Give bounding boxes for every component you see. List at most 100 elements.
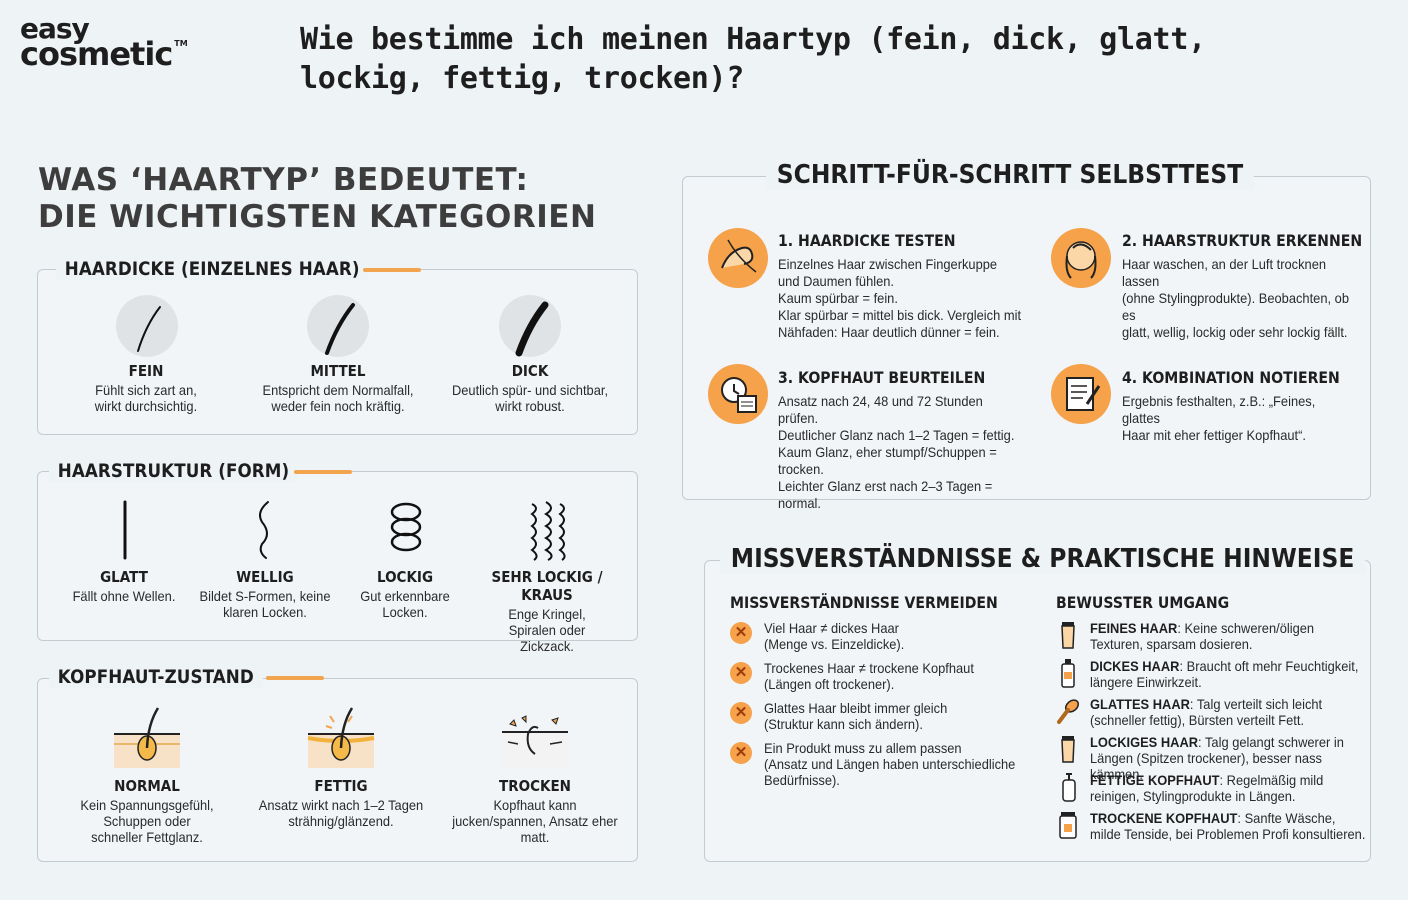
haarstruktur-item: SEHR LOCKIG / KRAUS Enge Kringel, Spiral… bbox=[462, 568, 632, 654]
hinweise-title: MISSVERSTÄNDNISSE & PRAKTISCHE HINWEISE bbox=[720, 544, 1366, 574]
misconception-item: ✕ Ein Produkt muss zu allem passen (Ansa… bbox=[730, 740, 1030, 792]
hair-straight-icon bbox=[123, 500, 127, 560]
main-heading-line1: WAS ‘HAARTYP’ BEDEUTET: bbox=[38, 162, 529, 198]
haardicke-title: HAARDICKE (EINZELNES HAAR) bbox=[56, 258, 369, 280]
haardicke-label: FEIN bbox=[128, 362, 164, 380]
kopfhaut-desc: Kopfhaut kann jucken/spannen, Ansatz ehe… bbox=[452, 797, 618, 845]
step-text: Ergebnis festhalten, z.B.: „Feines, glat… bbox=[1122, 393, 1316, 443]
hair-medium-icon bbox=[307, 295, 369, 357]
haarstruktur-title: HAARSTRUKTUR (FORM) bbox=[49, 460, 298, 482]
haarstruktur-accent bbox=[294, 470, 352, 474]
cross-icon: ✕ bbox=[730, 702, 752, 724]
tip-body: : Talg verteilt sich leicht (schneller f… bbox=[1090, 696, 1323, 728]
tip-text: LOCKIGES HAAR: Talg gelangt schwerer in … bbox=[1090, 734, 1366, 782]
brush-icon bbox=[1057, 699, 1080, 724]
selbsttest-box bbox=[682, 176, 1371, 500]
tip-body: : Sanfte Wäsche, milde Tenside, bei Prob… bbox=[1090, 810, 1366, 842]
haarstruktur-desc: Gut erkennbare Locken. bbox=[360, 588, 450, 620]
tip-text: TROCKENE KOPFHAUT: Sanfte Wäsche, milde … bbox=[1090, 810, 1366, 842]
bottle-icon bbox=[1061, 659, 1075, 688]
kopfhaut-item: FETTIG Ansatz wirkt nach 1–2 Tagen sträh… bbox=[251, 777, 431, 829]
tip-body: : Keine schweren/öligen Texturen, sparsa… bbox=[1090, 620, 1315, 652]
tube-icon bbox=[1061, 736, 1075, 763]
step-title: 2. HAARSTRUKTUR ERKENNEN bbox=[1122, 231, 1363, 250]
tube-icon bbox=[1061, 622, 1075, 649]
misconception-text: Glattes Haar bleibt immer gleich (Strukt… bbox=[764, 700, 948, 732]
tip-body: : Regelmäßig mild reinigen, Stylingprodu… bbox=[1090, 772, 1324, 804]
haardicke-desc: Deutlich spür- und sichtbar, wirkt robus… bbox=[451, 382, 609, 414]
hair-kinky-icon bbox=[530, 501, 566, 561]
haardicke-item: MITTEL Entspricht dem Normalfall, weder … bbox=[248, 362, 428, 414]
cross-icon: ✕ bbox=[730, 622, 752, 644]
missverstaendnisse-title: MISSVERSTÄNDNISSE VERMEIDEN bbox=[730, 593, 998, 612]
haarstruktur-box bbox=[37, 471, 638, 641]
misconception-text: Ein Produkt muss zu allem passen (Ansatz… bbox=[764, 740, 1016, 788]
finger-test-icon bbox=[708, 228, 768, 288]
brand-line1: easy bbox=[20, 12, 90, 45]
brand-tm: TM bbox=[174, 38, 188, 48]
tip-bold: GLATTES HAAR bbox=[1090, 696, 1190, 712]
scalp-normal-icon bbox=[114, 707, 180, 768]
main-heading: WAS ‘HAARTYP’ BEDEUTET: DIE WICHTIGSTEN … bbox=[38, 162, 638, 236]
kopfhaut-title: KOPFHAUT-ZUSTAND bbox=[49, 666, 263, 688]
jar-icon bbox=[1059, 812, 1077, 839]
tip-bold: FEINES HAAR bbox=[1090, 620, 1178, 636]
misconception-text: Trockenes Haar ≠ trockene Kopfhaut (Läng… bbox=[764, 660, 974, 692]
tip-text: GLATTES HAAR: Talg verteilt sich leicht … bbox=[1090, 696, 1366, 728]
hair-structure-icon bbox=[1051, 228, 1111, 288]
tip-text: FEINES HAAR: Keine schweren/öligen Textu… bbox=[1090, 620, 1366, 652]
selbsttest-title: SCHRITT-FÜR-SCHRITT SELBSTTEST bbox=[766, 160, 1255, 190]
haarstruktur-desc: Enge Kringel, Spiralen oder Zickzack. bbox=[508, 606, 586, 654]
step-text: Ansatz nach 24, 48 und 72 Stunden prüfen… bbox=[778, 393, 1015, 511]
kopfhaut-box bbox=[37, 678, 638, 862]
clock-calendar-icon bbox=[708, 364, 768, 424]
kopfhaut-desc: Ansatz wirkt nach 1–2 Tagen strähnig/glä… bbox=[258, 797, 424, 829]
haarstruktur-desc: Fällt ohne Wellen. bbox=[72, 588, 176, 604]
haarstruktur-label: WELLIG bbox=[236, 568, 294, 586]
kopfhaut-accent bbox=[266, 676, 324, 680]
brand-line2-text: cosmetic bbox=[20, 34, 173, 73]
haardicke-desc: Entspricht dem Normalfall, weder fein no… bbox=[262, 382, 414, 414]
hair-fine-icon bbox=[116, 295, 178, 357]
step-title: 3. KOPFHAUT BEURTEILEN bbox=[778, 368, 986, 387]
hinweise-box bbox=[704, 560, 1371, 862]
kopfhaut-item: TROCKEN Kopfhaut kann jucken/spannen, An… bbox=[440, 777, 630, 845]
misconception-item: ✕ Glattes Haar bleibt immer gleich (Stru… bbox=[730, 700, 1030, 736]
haardicke-desc: Fühlt sich zart an, wirkt durchsichtig. bbox=[94, 382, 198, 414]
tip-bold: FETTIGE KOPFHAUT bbox=[1090, 772, 1220, 788]
notepad-icon bbox=[1051, 364, 1111, 424]
tip-bold: TROCKENE KOPFHAUT bbox=[1090, 810, 1238, 826]
pump-bottle-icon bbox=[1062, 773, 1076, 802]
haarstruktur-item: LOCKIG Gut erkennbare Locken. bbox=[340, 568, 470, 620]
hair-thick-icon bbox=[499, 295, 561, 357]
kopfhaut-label: FETTIG bbox=[314, 777, 368, 795]
misconception-item: ✕ Trockenes Haar ≠ trockene Kopfhaut (Lä… bbox=[730, 660, 1030, 696]
step-title: 4. KOMBINATION NOTIEREN bbox=[1122, 368, 1340, 387]
main-heading-line2: DIE WICHTIGSTEN KATEGORIEN bbox=[38, 199, 597, 235]
tip-bold: DICKES HAAR bbox=[1090, 658, 1180, 674]
haardicke-accent bbox=[363, 268, 421, 272]
step-text: Haar waschen, an der Luft trocknen lasse… bbox=[1122, 256, 1349, 340]
haarstruktur-item: WELLIG Bildet S-Formen, keine klaren Loc… bbox=[185, 568, 345, 620]
cross-icon: ✕ bbox=[730, 662, 752, 684]
tip-bold: LOCKIGES HAAR bbox=[1090, 734, 1199, 750]
haardicke-item: FEIN Fühlt sich zart an, wirkt durchsich… bbox=[56, 362, 236, 414]
haarstruktur-label: LOCKIG bbox=[376, 568, 434, 586]
brand-logo: easy cosmetic TM bbox=[20, 12, 190, 70]
hair-wavy-icon bbox=[259, 501, 269, 559]
kopfhaut-item: NORMAL Kein Spannungsgefühl, Schuppen od… bbox=[57, 777, 237, 845]
misconception-text: Viel Haar ≠ dickes Haar (Menge vs. Einze… bbox=[764, 620, 905, 652]
brand-line2: cosmetic TM bbox=[20, 38, 190, 70]
kopfhaut-label: TROCKEN bbox=[499, 777, 571, 795]
haarstruktur-label: SEHR LOCKIG / KRAUS bbox=[491, 568, 603, 604]
haardicke-item: DICK Deutlich spür- und sichtbar, wirkt … bbox=[440, 362, 620, 414]
tip-text: DICKES HAAR: Braucht oft mehr Feuchtigke… bbox=[1090, 658, 1366, 690]
umgang-title: BEWUSSTER UMGANG bbox=[1056, 593, 1230, 612]
haarstruktur-item: GLATT Fällt ohne Wellen. bbox=[44, 568, 204, 604]
tip-text: FETTIGE KOPFHAUT: Regelmäßig mild reinig… bbox=[1090, 772, 1366, 804]
haarstruktur-label: GLATT bbox=[100, 568, 148, 586]
haardicke-label: DICK bbox=[511, 362, 549, 380]
tip-body: : Talg gelangt schwerer in Längen (Spitz… bbox=[1090, 734, 1344, 782]
page-title: Wie bestimme ich meinen Haartyp (fein, d… bbox=[300, 22, 1206, 96]
scalp-oily-icon bbox=[307, 707, 375, 768]
